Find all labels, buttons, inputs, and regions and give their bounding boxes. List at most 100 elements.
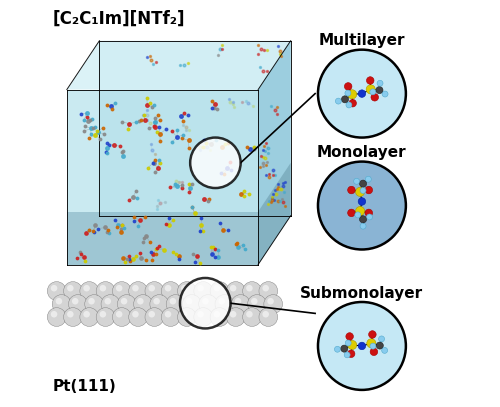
Circle shape [116, 311, 122, 317]
Circle shape [345, 90, 351, 96]
Circle shape [112, 308, 131, 326]
Circle shape [210, 308, 229, 326]
Circle shape [210, 282, 229, 300]
Circle shape [116, 285, 122, 291]
Circle shape [178, 308, 197, 326]
Circle shape [370, 343, 376, 349]
Circle shape [194, 282, 212, 300]
Circle shape [226, 282, 245, 300]
Circle shape [251, 298, 258, 304]
Circle shape [104, 298, 111, 304]
Circle shape [318, 302, 406, 390]
Circle shape [366, 176, 372, 182]
Circle shape [181, 285, 188, 291]
Circle shape [84, 285, 90, 291]
Polygon shape [258, 41, 290, 265]
Circle shape [366, 85, 376, 94]
Circle shape [186, 298, 192, 304]
Circle shape [232, 295, 250, 313]
Circle shape [72, 298, 78, 304]
Circle shape [346, 102, 352, 108]
Circle shape [365, 186, 372, 194]
Polygon shape [258, 163, 290, 265]
Circle shape [48, 282, 66, 300]
Circle shape [80, 308, 98, 326]
Circle shape [166, 295, 185, 313]
Circle shape [121, 298, 128, 304]
Circle shape [154, 298, 160, 304]
Circle shape [376, 342, 384, 349]
Circle shape [100, 311, 106, 317]
Circle shape [378, 336, 384, 342]
Circle shape [132, 311, 138, 317]
Circle shape [345, 340, 351, 346]
Circle shape [234, 298, 242, 304]
Polygon shape [67, 212, 258, 265]
Circle shape [182, 295, 201, 313]
Circle shape [336, 98, 342, 104]
Circle shape [134, 295, 152, 313]
Circle shape [68, 295, 87, 313]
Circle shape [214, 311, 220, 317]
Circle shape [96, 282, 115, 300]
Circle shape [48, 308, 66, 326]
Circle shape [52, 295, 71, 313]
Circle shape [128, 308, 148, 326]
Circle shape [128, 282, 148, 300]
Circle shape [259, 308, 278, 326]
Circle shape [162, 308, 180, 326]
Circle shape [178, 282, 197, 300]
Circle shape [145, 282, 164, 300]
Circle shape [348, 186, 355, 194]
Circle shape [190, 138, 240, 188]
Circle shape [214, 285, 220, 291]
Circle shape [367, 339, 376, 348]
Circle shape [370, 89, 376, 95]
Circle shape [64, 308, 82, 326]
Circle shape [318, 50, 406, 138]
Circle shape [164, 311, 172, 317]
Circle shape [246, 311, 252, 317]
Circle shape [80, 282, 98, 300]
Circle shape [358, 342, 366, 350]
Circle shape [230, 311, 236, 317]
Circle shape [376, 87, 383, 94]
Circle shape [365, 209, 372, 217]
Circle shape [112, 282, 131, 300]
Circle shape [64, 282, 82, 300]
Circle shape [194, 308, 212, 326]
Circle shape [96, 308, 115, 326]
Circle shape [181, 311, 188, 317]
Circle shape [148, 311, 155, 317]
Circle shape [164, 285, 172, 291]
Circle shape [371, 94, 378, 101]
Circle shape [382, 348, 388, 353]
Circle shape [248, 295, 266, 313]
Circle shape [148, 285, 155, 291]
Circle shape [51, 285, 58, 291]
Circle shape [51, 311, 58, 317]
Polygon shape [67, 90, 258, 265]
Circle shape [259, 282, 278, 300]
Circle shape [348, 340, 357, 350]
Circle shape [360, 188, 366, 193]
Circle shape [118, 295, 136, 313]
Circle shape [349, 99, 356, 107]
Circle shape [198, 295, 218, 313]
Circle shape [358, 198, 366, 205]
Circle shape [85, 295, 103, 313]
Circle shape [268, 298, 274, 304]
Circle shape [348, 350, 355, 357]
Circle shape [348, 90, 357, 99]
Circle shape [226, 308, 245, 326]
Circle shape [215, 295, 234, 313]
Circle shape [344, 352, 350, 358]
Circle shape [262, 311, 269, 317]
Text: Multilayer: Multilayer [318, 33, 405, 48]
Circle shape [354, 178, 360, 184]
Circle shape [132, 285, 138, 291]
Circle shape [360, 180, 366, 187]
Circle shape [162, 282, 180, 300]
Circle shape [340, 345, 348, 352]
Circle shape [218, 298, 225, 304]
